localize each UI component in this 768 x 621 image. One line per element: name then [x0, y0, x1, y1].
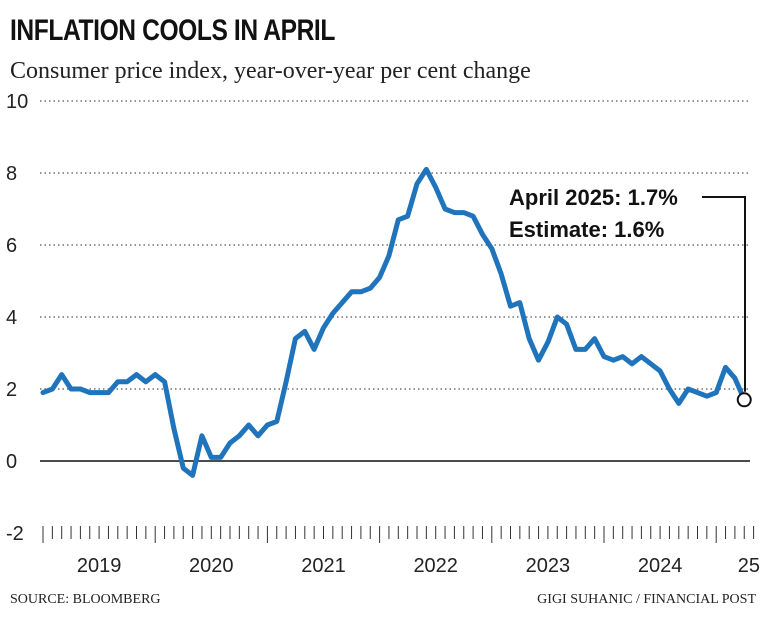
y-tick-label: 8 — [6, 163, 17, 185]
x-year-label: 2022 — [413, 555, 458, 577]
annotation-estimate: Estimate: 1.6% — [509, 217, 664, 242]
chart-subtitle: Consumer price index, year-over-year per… — [10, 58, 531, 84]
x-year-label: 2023 — [526, 555, 571, 577]
x-year-label: 2021 — [301, 555, 346, 577]
x-year-label: 25 — [738, 555, 760, 577]
annotation-latest: April 2025: 1.7% — [509, 185, 678, 210]
annotation-leader-line — [702, 196, 746, 392]
chart-title: INFLATION COOLS IN APRIL — [10, 14, 335, 47]
cpi-series-line — [40, 166, 747, 478]
y-tick-label: 2 — [6, 379, 17, 401]
y-tick-label: 4 — [6, 307, 17, 329]
x-year-label: 2024 — [638, 555, 683, 577]
latest-point-marker — [736, 392, 752, 408]
y-tick-label: 10 — [6, 91, 28, 113]
y-tick-label: -2 — [6, 523, 24, 545]
y-tick-label: 0 — [6, 451, 17, 473]
x-year-label: 2020 — [189, 555, 234, 577]
source-credit: SOURCE: BLOOMBERG — [10, 592, 161, 607]
y-tick-label: 6 — [6, 235, 17, 257]
x-year-label: 2019 — [77, 555, 122, 577]
graphic-credit: GIGI SUHANIC / FINANCIAL POST — [537, 592, 756, 607]
